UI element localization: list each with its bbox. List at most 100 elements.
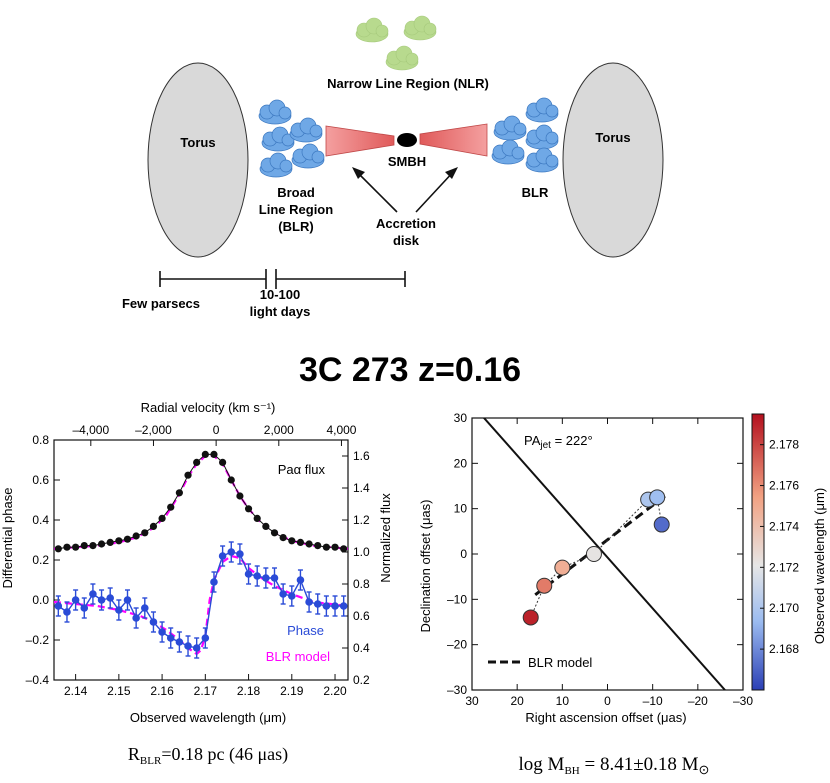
phase-point [192, 644, 201, 652]
top-tick-label: 0 [213, 423, 220, 437]
top-tick-label: –2,000 [135, 423, 172, 437]
y-left-tick-label: 0.2 [32, 553, 49, 567]
phase-point [158, 628, 166, 636]
x-tick-label: –10 [643, 694, 663, 708]
flux-point [175, 489, 183, 497]
phase-point [54, 602, 63, 610]
y-axis-left-label: Differential phase [0, 488, 15, 589]
blr-cloud [525, 124, 559, 150]
phase-point [132, 614, 140, 622]
caption-left-sub: BLR [140, 755, 162, 767]
jet-axis-line [482, 418, 726, 690]
caption-right-sun: ⊙ [699, 762, 710, 777]
colorbar-tick-label: 2.176 [769, 479, 799, 493]
blr-left-label-1: Broad [277, 185, 315, 200]
y-left-tick-label: 0.0 [32, 593, 49, 607]
scale-few-parsecs: Few parsecs [122, 296, 200, 311]
torus-right-label: Torus [595, 130, 630, 145]
flux-point [167, 503, 175, 511]
pa-value: = 222° [551, 433, 593, 448]
arrow-head [445, 167, 458, 179]
blr-left-label-3: (BLR) [278, 219, 313, 234]
phase-point [322, 602, 331, 610]
flux-point [63, 543, 71, 551]
y-right-tick-label: 1.0 [353, 545, 370, 559]
colorbar-tick-label: 2.168 [769, 642, 799, 656]
colorbar-tick-label: 2.178 [769, 438, 799, 452]
caption-left: RBLR=0.18 pc (46 μas) [128, 744, 288, 767]
x-tick-label: 2.14 [64, 684, 88, 698]
model-phase-line [53, 554, 349, 656]
x-tick-label: 2.16 [150, 684, 174, 698]
flux-point [89, 542, 97, 550]
y-left-tick-label: 0.4 [32, 513, 49, 527]
flux-point [210, 450, 218, 458]
flux-point [340, 545, 348, 553]
flux-point [296, 538, 305, 547]
y-right-tick-label: 0.6 [353, 609, 370, 623]
pa-sub: jet [539, 440, 551, 451]
phase-point [296, 576, 305, 584]
flux-point [331, 543, 339, 551]
flux-point [80, 542, 88, 550]
scale-days-2: light days [250, 304, 311, 319]
figure-title: 3C 273 z=0.16 [299, 351, 521, 389]
phase-point [184, 642, 192, 650]
nlr-label: Narrow Line Region (NLR) [327, 76, 489, 91]
smbh-label: SMBH [388, 154, 426, 169]
accretion-label-1: Accretion [376, 216, 436, 231]
flux-point [201, 450, 209, 458]
y-right-tick-label: 0.2 [353, 673, 370, 687]
phase-point [218, 552, 227, 560]
flux-point [115, 537, 123, 545]
blr-clouds-left [258, 99, 325, 178]
blr-clouds-right [491, 97, 559, 173]
y-left-tick-label: –0.2 [26, 633, 50, 647]
phase-point [339, 602, 348, 610]
nlr-clouds [355, 15, 437, 71]
y-tick-label: 30 [454, 411, 468, 425]
phase-point [236, 550, 244, 558]
y-tick-label: 20 [454, 456, 468, 470]
phase-line [57, 551, 344, 649]
y-axis-label-right: Declination offset (μas) [418, 500, 433, 633]
y-tick-label: 10 [454, 502, 468, 516]
centroid-point [554, 559, 571, 576]
flux-point [314, 542, 322, 550]
phase-point [262, 574, 270, 582]
flux-point [158, 514, 166, 523]
plot-frame [471, 417, 744, 691]
accretion-arrows [354, 169, 456, 213]
flux-point [305, 540, 313, 548]
phase-point [313, 600, 322, 608]
y-axis-right-label: Normalized flux [378, 493, 393, 583]
y-left-tick-label: 0.6 [32, 473, 49, 487]
offset-chart: Right ascension offset (μas) Declination… [418, 411, 827, 725]
x-axis-label-right: Right ascension offset (μas) [525, 710, 686, 725]
legend-model: BLR model [266, 649, 330, 664]
phase-point [210, 578, 218, 586]
centroid-point [585, 546, 602, 562]
phase-point [244, 570, 253, 578]
phase-point [115, 606, 123, 614]
colorbar-tick-label: 2.174 [769, 519, 799, 533]
blr-cloud [291, 143, 325, 169]
x-tick-label: 2.15 [107, 684, 131, 698]
flux-point [288, 537, 296, 545]
spectrum-chart: Radial velocity (km s⁻¹) Observed wavele… [0, 400, 393, 725]
phase-point [149, 618, 158, 626]
flux-point [141, 529, 149, 537]
phase-point [287, 592, 296, 600]
torus-left [147, 62, 249, 258]
legend-phase: Phase [287, 623, 324, 638]
y-right-tick-label: 0.4 [353, 641, 370, 655]
flux-line [58, 453, 344, 550]
x-tick-label: 30 [465, 694, 479, 708]
y-right-tick-label: 1.2 [353, 513, 370, 527]
flux-point [244, 505, 253, 513]
phase-point [201, 634, 210, 642]
y-left-tick-label: –0.4 [26, 673, 50, 687]
blr-cloud [258, 99, 292, 125]
colorbar-tick-label: 2.170 [769, 601, 799, 615]
accretion-disk-left [325, 125, 395, 157]
